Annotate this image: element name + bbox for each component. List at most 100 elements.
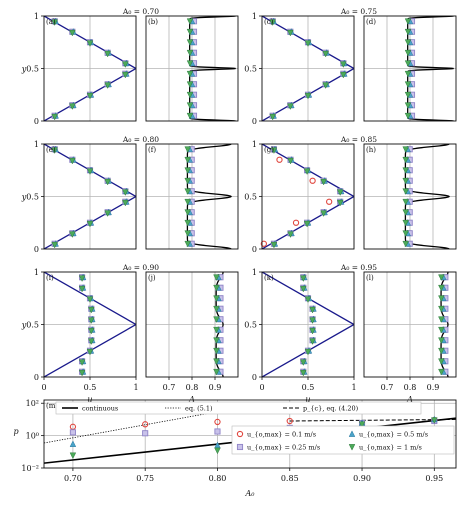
legend-box xyxy=(55,401,422,415)
x-axis-label: A xyxy=(406,395,413,404)
panel-title: A₀ = 0.75 xyxy=(340,7,377,16)
marker-u-0.1 xyxy=(276,156,283,163)
y-tick-label: 0 xyxy=(252,373,257,382)
marker-u-1 xyxy=(88,317,95,324)
x-tick-label: 0.8 xyxy=(186,383,199,392)
marker-m-0.25 xyxy=(142,430,149,437)
y-tick-label: 0.5 xyxy=(244,65,257,74)
marker-u-1 xyxy=(322,82,329,89)
marker-u-1 xyxy=(340,61,347,68)
marker-A-1 xyxy=(184,198,191,206)
marker-u-1 xyxy=(304,40,312,47)
marker-A-1 xyxy=(438,305,445,313)
panel-letter: (l) xyxy=(366,274,374,282)
x-tick-label: 0.75 xyxy=(136,474,154,483)
y-tick-label: 0.5 xyxy=(244,193,257,202)
panel-letter: (h) xyxy=(366,146,376,154)
panel-title: A₀ = 0.95 xyxy=(340,263,377,272)
marker-A-1 xyxy=(402,188,409,195)
legend-lines: continuous eq. (5.1) p_{c}, eq. (4.20) xyxy=(55,401,422,415)
y-tick-label: 0 xyxy=(34,245,39,254)
marker-u-1 xyxy=(51,113,58,121)
eq420-line xyxy=(289,418,456,422)
marker-A-1 xyxy=(404,102,412,109)
marker-u-1 xyxy=(287,29,294,37)
marker-u-1 xyxy=(122,189,129,196)
marker-A-1 xyxy=(404,18,412,25)
panel-title: A₀ = 0.70 xyxy=(122,7,159,16)
y-tick-label: 0 xyxy=(252,117,257,126)
panel-letter: (j) xyxy=(148,274,156,282)
marker-A-1 xyxy=(404,49,412,57)
marker-u-1 xyxy=(69,157,76,165)
marker-u-1 xyxy=(86,40,94,47)
marker-m-1 xyxy=(69,452,77,460)
marker-A-1 xyxy=(438,316,445,323)
x-tick-label: 0.7 xyxy=(163,383,176,392)
panel-title: A₀ = 0.80 xyxy=(122,135,159,144)
marker-u-1 xyxy=(104,210,111,217)
marker-m-0.1 xyxy=(142,421,149,428)
marker-u-1 xyxy=(69,29,76,37)
panel-title: A₀ = 0.90 xyxy=(122,263,159,272)
panel-letter: (c) xyxy=(264,18,274,26)
x-tick-label: 1 xyxy=(133,383,138,392)
panel-letter: (k) xyxy=(264,274,274,282)
y-tick-label: 0 xyxy=(34,373,39,382)
x-tick-label: 0.90 xyxy=(353,474,371,483)
legend-label-0.1: u_{o,max} = 0.1 m/s xyxy=(247,431,316,439)
marker-u-0.1 xyxy=(309,177,316,184)
marker-u-1 xyxy=(303,168,311,175)
marker-u-1 xyxy=(340,71,347,79)
panel-a: (a) A₀ = 0.70 0 0.5 1 y xyxy=(21,7,160,126)
marker-A-1 xyxy=(184,177,191,185)
x-tick-label: 0.5 xyxy=(302,383,315,392)
marker-u-1 xyxy=(269,113,276,121)
x-tick-label: 0.80 xyxy=(209,474,227,483)
marker-u-1 xyxy=(270,241,278,249)
marker-u-1 xyxy=(122,199,129,207)
panel-l: (l) 0.7 0.8 0.9 A xyxy=(363,271,457,404)
legend-swatch-0.25 xyxy=(236,443,244,451)
panel-j: (j) 0.7 0.8 0.9 A xyxy=(145,271,239,404)
marker-u-1 xyxy=(322,50,329,58)
marker-A-1 xyxy=(404,112,412,120)
marker-A-1 xyxy=(438,358,445,365)
marker-A-1 xyxy=(402,209,409,216)
marker-u-1 xyxy=(104,82,111,89)
marker-u-1 xyxy=(287,231,294,238)
legend-swatch-0.5 xyxy=(348,430,356,437)
panel-letter: (i) xyxy=(46,274,54,282)
panel-letter: (f) xyxy=(148,146,156,154)
marker-A-1 xyxy=(438,347,445,355)
panel-letter: (g) xyxy=(264,146,274,154)
x-tick-label: 0.95 xyxy=(425,474,443,483)
marker-m-0.1 xyxy=(286,417,293,425)
marker-u-1 xyxy=(69,103,76,110)
panel-i: (i) A₀ = 0.90 0 0.5 1 y 0 0.5 1 u xyxy=(21,263,160,404)
axes-frame xyxy=(145,143,239,250)
marker-u-1 xyxy=(309,338,316,345)
marker-u-0.1 xyxy=(260,240,267,247)
marker-A-1 xyxy=(184,188,191,195)
marker-u-1 xyxy=(300,369,307,377)
marker-A-1 xyxy=(186,49,194,57)
marker-u-1 xyxy=(88,327,95,335)
marker-m-0.1 xyxy=(214,418,221,426)
continuous-u-line xyxy=(44,272,136,377)
marker-A-1 xyxy=(184,167,191,174)
marker-u-0.1 xyxy=(326,198,333,205)
y-tick-label: 0.5 xyxy=(26,193,39,202)
y-axis-label: y xyxy=(21,321,27,330)
marker-u-1 xyxy=(336,189,344,196)
marker-A-1 xyxy=(213,274,220,281)
marker-m-1 xyxy=(431,417,438,424)
marker-A-1 xyxy=(404,39,412,46)
marker-m-1 xyxy=(214,447,221,455)
marker-A-1 xyxy=(438,368,445,376)
marker-u-1 xyxy=(78,369,86,377)
marker-u-1 xyxy=(320,210,327,217)
marker-A-1 xyxy=(213,347,220,355)
marker-u-1 xyxy=(104,178,111,186)
marker-A-1 xyxy=(213,284,220,292)
